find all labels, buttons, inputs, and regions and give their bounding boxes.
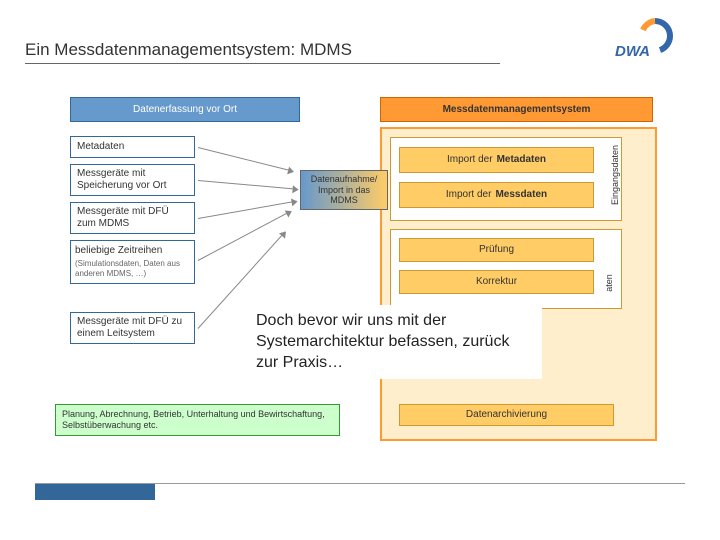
logo-text: DWA: [615, 43, 650, 58]
arrow-4: [198, 211, 291, 261]
box-planung: Planung, Abrechnung, Betrieb, Unterhaltu…: [55, 404, 340, 436]
zeitreihen-sub: (Simulationsdaten, Daten aus anderen MDM…: [75, 259, 190, 278]
label-aten: aten: [604, 274, 614, 292]
box-korrektur: Korrektur: [399, 270, 594, 294]
box-messgeraete-dfu: Messgeräte mit DFÜ zum MDMS: [70, 202, 195, 234]
arrow-1: [198, 147, 293, 172]
box-datenaufnahme: Datenaufnahme/ Import in das MDMS: [300, 170, 388, 210]
arrow-2: [198, 180, 298, 190]
header-mdms: Messdatenmanagementsystem: [380, 97, 653, 122]
box-leitsystem: Messgeräte mit DFÜ zu einem Leitsystem: [70, 312, 195, 344]
box-metadaten: Metadaten: [70, 136, 195, 158]
box-pruefung: Prüfung: [399, 238, 594, 262]
box-messgeraete-ort: Messgeräte mit Speicherung vor Ort: [70, 164, 195, 196]
header-erfassung: Datenerfassung vor Ort: [70, 97, 300, 122]
box-archiv: Datenarchivierung: [399, 404, 614, 426]
dwa-logo: DWA: [615, 18, 685, 63]
page-title: Ein Messdatenmanagementsystem: MDMS: [25, 40, 500, 64]
box-import-mess: Import der Messdaten: [399, 182, 594, 208]
overlay-note: Doch bevor wir uns mit der Systemarchite…: [250, 305, 542, 379]
box-zeitreihen: beliebige Zeitreihen (Simulationsdaten, …: [70, 240, 195, 284]
box-import-meta: Import der Metadaten: [399, 147, 594, 173]
zeitreihen-label: beliebige Zeitreihen: [75, 245, 190, 257]
label-eingangsdaten: Eingangsdaten: [610, 145, 620, 205]
footer-bar: [35, 484, 155, 500]
